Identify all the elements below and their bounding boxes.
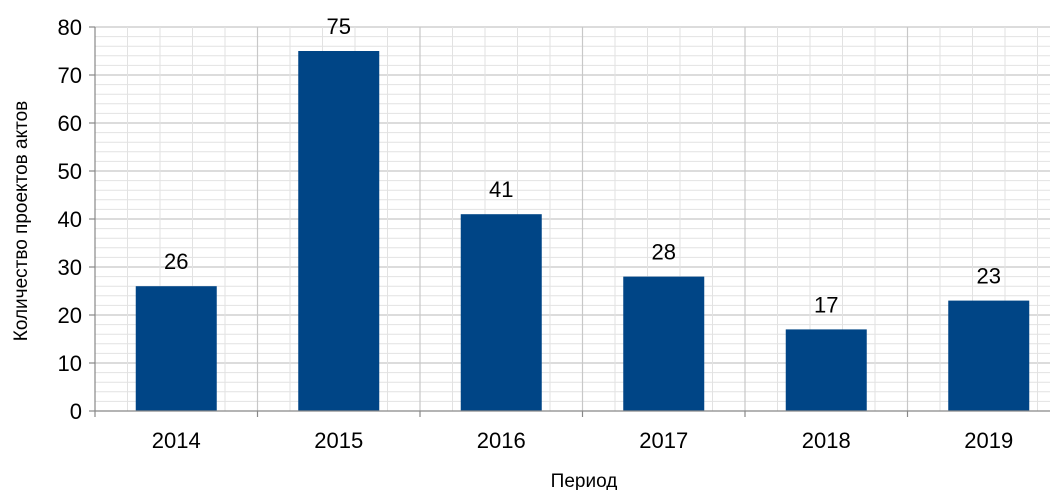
x-tick-label: 2014 <box>152 428 201 453</box>
x-tick-label: 2017 <box>639 428 688 453</box>
data-label: 17 <box>814 292 838 317</box>
data-label: 28 <box>652 240 676 265</box>
grid-lines <box>95 26 1050 411</box>
data-label: 26 <box>164 249 188 274</box>
axes-group <box>89 26 1050 417</box>
data-label: 23 <box>977 264 1001 289</box>
x-tick-labels: 2014 2015 2016 2017 2018 2019 <box>152 428 1013 453</box>
y-tick-label: 70 <box>58 63 82 88</box>
y-tick-label: 60 <box>58 111 82 136</box>
y-tick-label: 40 <box>58 207 82 232</box>
bar-2015 <box>298 51 380 411</box>
bars-group <box>135 51 1030 411</box>
data-labels: 26 75 41 28 17 23 <box>164 14 1001 317</box>
x-tick-label: 2016 <box>477 428 526 453</box>
y-tick-label: 80 <box>58 15 82 40</box>
bar-2016 <box>460 214 542 411</box>
bar-2014 <box>135 286 217 411</box>
x-tick-label: 2015 <box>314 428 363 453</box>
bar-2017 <box>623 276 705 411</box>
y-tick-label: 20 <box>58 303 82 328</box>
bar-2018 <box>785 329 867 411</box>
x-tick-label: 2018 <box>802 428 851 453</box>
y-tick-labels: 0 10 20 30 40 50 60 70 80 <box>58 15 82 424</box>
x-tick-label: 2019 <box>964 428 1013 453</box>
y-tick-label: 30 <box>58 255 82 280</box>
data-label: 41 <box>489 177 513 202</box>
y-tick-label: 0 <box>70 399 82 424</box>
y-tick-label: 10 <box>58 351 82 376</box>
bar-2019 <box>948 300 1030 411</box>
x-axis-label: Период <box>551 471 618 490</box>
y-tick-label: 50 <box>58 159 82 184</box>
data-label: 75 <box>327 14 351 39</box>
y-axis-label: Количество проектов актов <box>11 101 32 342</box>
